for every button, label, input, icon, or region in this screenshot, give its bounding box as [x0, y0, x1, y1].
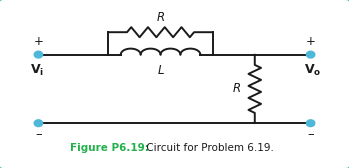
Text: $\mathbf{V_o}$: $\mathbf{V_o}$ — [304, 62, 321, 78]
Text: Figure P6.19:: Figure P6.19: — [70, 143, 149, 153]
Text: –: – — [35, 128, 42, 141]
Text: $R$: $R$ — [156, 11, 165, 24]
Text: +: + — [306, 35, 315, 48]
Text: Circuit for Problem 6.19.: Circuit for Problem 6.19. — [143, 143, 274, 153]
Circle shape — [306, 120, 315, 127]
Text: $\mathbf{V_i}$: $\mathbf{V_i}$ — [30, 62, 44, 78]
Circle shape — [34, 120, 43, 127]
Circle shape — [34, 51, 43, 58]
Text: +: + — [34, 35, 43, 48]
Circle shape — [306, 51, 315, 58]
Text: $L$: $L$ — [157, 64, 164, 77]
Text: –: – — [307, 128, 314, 141]
Text: $R$: $R$ — [232, 82, 242, 95]
